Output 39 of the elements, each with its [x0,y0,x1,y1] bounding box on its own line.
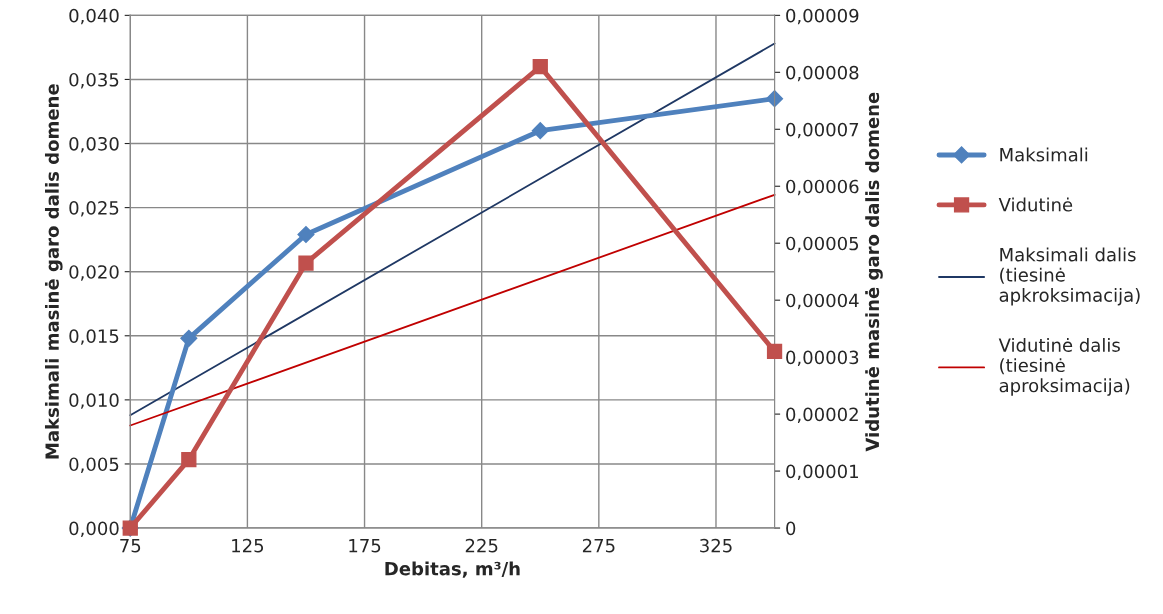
legend-label: Vidutinė dalis (tiesinė aproksimacija) [998,337,1130,396]
y2-tick-label: 0 [786,521,796,536]
y-tick-label: 0,000 [69,521,119,537]
y-tick-label: 0,005 [69,457,119,473]
x-tick-label: 175 [349,539,381,553]
y-tick-label: 0,030 [69,136,119,153]
y2-tick-label: 0,00003 [786,350,859,367]
x-tick-label: 275 [582,538,615,553]
legend-label: Vidutinė [998,197,1073,212]
y2-tick-label: 0,00001 [786,464,858,481]
y2-tick-label: 0,00002 [786,407,858,424]
point [298,255,314,271]
y-tick-label: 0,020 [69,265,119,281]
x-tick-label: 75 [120,539,141,553]
y2-tick-label: 0,00009 [786,8,859,25]
x-tick-label: 125 [232,538,264,553]
y-tick-label: 0,040 [69,8,119,25]
y2-axis-title: Vidutinė masinė garo dalis domene [865,92,883,452]
point [180,329,198,347]
y-tick-label: 0,015 [69,329,119,345]
legend-label: Maksimali [1000,147,1088,162]
x-tick-label: 225 [465,538,498,553]
y2-tick-label: 0,00004 [786,293,859,310]
point [532,58,548,75]
x-axis-title: Debitas, m³/h [385,561,520,578]
y-axis-title: Maksimali masinė garo dalis domene [44,84,63,459]
y2-tick-label: 0,00008 [786,65,859,82]
y2-tick-label: 0,00006 [786,179,859,196]
y-tick-label: 0,035 [69,72,119,89]
point [181,452,197,468]
y2-tick-label: 0,00007 [786,122,859,139]
y2-tick-label: 0,00005 [786,236,859,253]
legend-label: Maksimali dalis (tiesinė apkroksimacija) [999,247,1140,306]
y-tick-label: 0,025 [69,201,119,217]
point [297,225,315,244]
point [766,343,783,360]
y-tick-label: 0,010 [69,393,119,409]
x-tick-label: 325 [700,538,732,553]
point [531,122,549,140]
